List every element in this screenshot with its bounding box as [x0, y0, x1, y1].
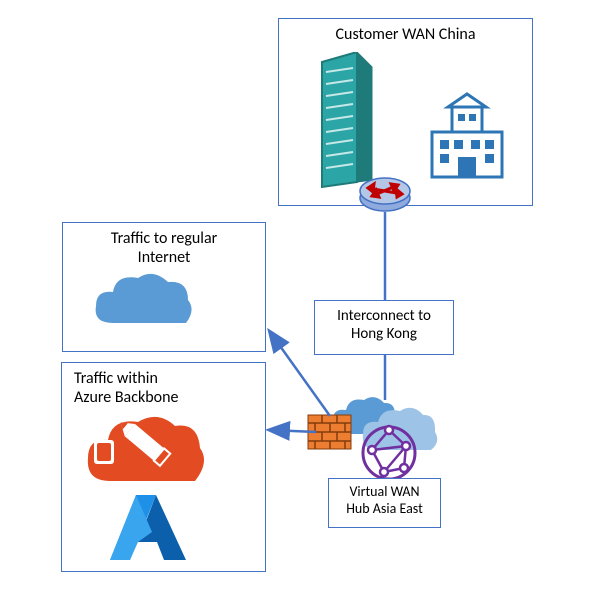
- azure-logo-icon: [108, 490, 188, 565]
- router-icon: [358, 170, 413, 215]
- virtual-wan-title: Virtual WAN Hub Asia East: [329, 479, 440, 518]
- virtual-wan-line2: Hub Asia East: [346, 500, 423, 517]
- office-cloud-icon: [80, 406, 210, 491]
- traffic-backbone-line1: Traffic within: [74, 369, 158, 388]
- traffic-backbone-line2: Azure Backbone: [74, 388, 178, 407]
- customer-wan-title: Customer WAN China: [279, 19, 532, 44]
- virtual-wan-line1: Virtual WAN: [349, 483, 419, 500]
- office-building-icon: [422, 92, 512, 182]
- traffic-internet-line1: Traffic to regular: [111, 229, 217, 248]
- traffic-backbone-title: Traffic within Azure Backbone: [62, 363, 265, 407]
- internet-cloud-icon: [88, 268, 198, 338]
- interconnect-line1: Interconnect to: [337, 307, 431, 325]
- virtual-wan-box: Virtual WAN Hub Asia East: [328, 478, 441, 528]
- interconnect-line2: Hong Kong: [351, 325, 417, 343]
- traffic-internet-line2: Internet: [138, 248, 191, 267]
- firewall-icon: [307, 414, 352, 450]
- traffic-internet-title: Traffic to regular Internet: [63, 223, 265, 267]
- network-globe-icon: [360, 424, 418, 482]
- interconnect-title: Interconnect to Hong Kong: [315, 301, 453, 343]
- interconnect-box: Interconnect to Hong Kong: [314, 300, 454, 355]
